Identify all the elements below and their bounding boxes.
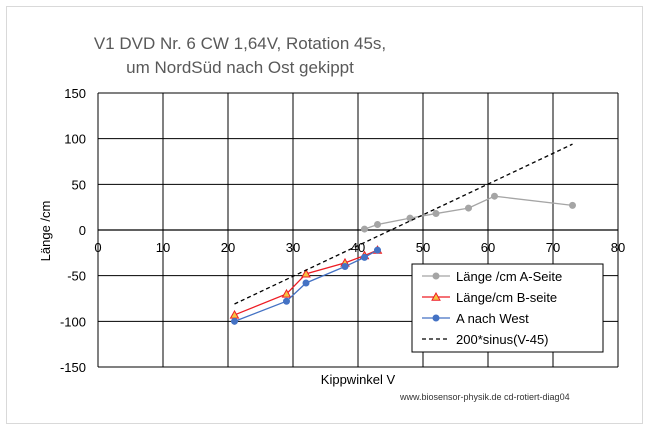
data-point	[491, 192, 498, 200]
series-1	[361, 192, 576, 233]
data-point	[283, 297, 290, 305]
footer-credit: www.biosensor-physik.de cd-rotiert-diag0…	[400, 392, 570, 402]
series-line	[364, 195, 573, 230]
x-tick-label: 30	[286, 240, 300, 255]
y-tick-label: -100	[60, 314, 86, 329]
x-tick-label: 20	[221, 240, 235, 255]
y-tick-label: 0	[79, 223, 86, 238]
data-point	[569, 201, 576, 209]
y-tick-label: 150	[64, 86, 86, 101]
legend-marker	[432, 272, 440, 280]
legend-box	[411, 263, 604, 353]
data-point	[281, 288, 292, 298]
chart-title: V1 DVD Nr. 6 CW 1,64V, Rotation 45s, um …	[60, 32, 420, 80]
legend: Länge /cm A-Seite Länge/cm B-seite A nach …	[411, 263, 604, 353]
x-tick-label: 80	[611, 240, 625, 255]
series-layer	[229, 143, 576, 325]
data-point	[231, 317, 238, 325]
legend-entry: Länge/cm B-seite	[422, 290, 557, 305]
series-3	[231, 246, 381, 325]
x-tick-labels: 0 10 20 30 40 50 60 70 80	[94, 240, 625, 255]
y-axis-label: Länge /cm	[38, 201, 53, 262]
y-tick-label: -150	[60, 360, 86, 375]
x-axis	[97, 229, 619, 235]
legend-label: Länge/cm B-seite	[456, 290, 557, 305]
series-4	[234, 143, 573, 305]
chart-title-line-2: um NordSüd nach Ost gekippt	[126, 58, 354, 77]
x-axis-label: Kippwinkel V	[321, 372, 396, 387]
legend-marker	[431, 291, 441, 301]
y-tick-label: 100	[64, 132, 86, 147]
data-point	[361, 225, 368, 233]
legend-label: A nach West	[456, 311, 529, 326]
data-point	[432, 210, 440, 218]
legend-entry: 200*sinus(V-45)	[422, 332, 549, 347]
x-tick-label: 50	[416, 240, 430, 255]
legend-marker	[432, 314, 440, 322]
x-tick-label: 40	[351, 240, 365, 255]
x-tick-label: 70	[546, 240, 560, 255]
y-tick-labels: 150 100 50 0 -50 -100 -150	[60, 86, 86, 375]
legend-entry: Länge /cm A-Seite	[422, 269, 562, 284]
legend-label: 200*sinus(V-45)	[456, 332, 549, 347]
chart-title-line-1: V1 DVD Nr. 6 CW 1,64V, Rotation 45s,	[93, 34, 387, 53]
chart-frame	[6, 6, 643, 424]
x-tick-label: 60	[481, 240, 495, 255]
data-point	[302, 279, 310, 287]
y-tick-label: -50	[67, 269, 86, 284]
data-point	[374, 246, 381, 254]
data-point	[301, 268, 311, 278]
x-tick-label: 10	[156, 240, 170, 255]
x-tick-label: 0	[94, 240, 101, 255]
data-point	[465, 204, 472, 212]
legend-entry: A nach West	[422, 311, 529, 326]
data-point	[374, 221, 381, 229]
y-tick-label: 50	[72, 177, 86, 192]
data-point	[361, 253, 368, 261]
series-line	[234, 143, 573, 305]
data-point	[341, 263, 349, 271]
data-point	[229, 309, 240, 319]
legend-label: Länge /cm A-Seite	[456, 269, 562, 284]
